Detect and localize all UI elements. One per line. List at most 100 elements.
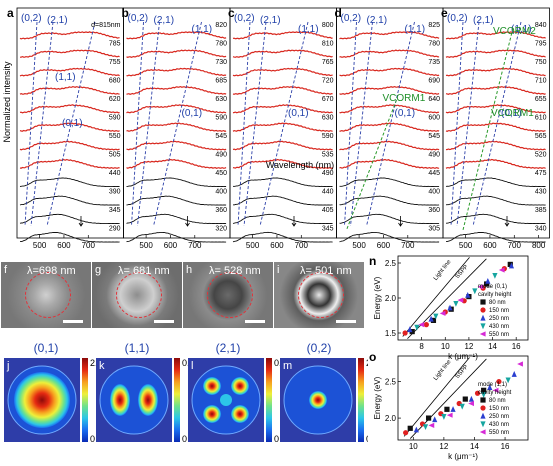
diameter-label: 385: [535, 207, 547, 214]
legend-title: mode (0,1): [478, 284, 507, 290]
field-lobe: [231, 405, 249, 423]
spectrum-trace: [126, 31, 227, 40]
colorbar: [174, 358, 180, 442]
x-tick-label: 700: [508, 241, 522, 250]
vcorm1-label-d: VCORM1: [383, 93, 426, 104]
spectrum-trace: [232, 231, 333, 243]
spectrum-trace: [232, 140, 333, 151]
diameter-label: 720: [322, 78, 334, 85]
field-lobe: [138, 384, 158, 416]
simulation-map-j: [4, 358, 88, 442]
x-axis-label: k (μm⁻¹): [448, 452, 478, 461]
field-lobe: [203, 405, 221, 423]
diameter-label: 490: [322, 170, 334, 177]
guide-line-02: [344, 21, 357, 227]
legend-subtitle: cavity height: [478, 390, 512, 396]
mode-label-01: (0,1): [501, 108, 522, 119]
arrow-marker: [504, 216, 510, 227]
spectrum-trace: [232, 177, 333, 188]
data-point: [446, 412, 453, 418]
data-point: [485, 278, 491, 284]
diameter-label: 680: [109, 78, 121, 85]
spectrum-trace: [232, 31, 333, 40]
data-point: [480, 299, 486, 305]
image-mode-label: (0,1): [33, 341, 59, 355]
x-tick-label: 16: [501, 442, 510, 451]
diameter-label: 610: [535, 115, 547, 122]
mode-label-01: (0,1): [395, 108, 416, 119]
data-point: [428, 422, 435, 428]
diameter-label: 445: [428, 170, 440, 177]
diameter-label: 400: [215, 189, 227, 196]
diameter-label: 640: [428, 96, 440, 103]
x-tick-label: 700: [295, 241, 309, 250]
data-point: [480, 314, 486, 321]
simulation-map-l: [188, 358, 272, 442]
spectrum-trace: [445, 31, 546, 40]
diameter-label: 440: [322, 189, 334, 196]
panel-letter-o: o: [369, 350, 377, 364]
diameter-label: 780: [428, 41, 440, 48]
y-tick-label: 2.0: [385, 294, 397, 303]
spectrum-trace: [126, 213, 227, 225]
diameter-label: 290: [109, 226, 121, 233]
simulation-map-k: [96, 358, 180, 442]
guide-line-21: [456, 21, 480, 227]
arrow-marker: [291, 216, 297, 227]
spectra-panel-b: [123, 7, 231, 243]
data-point: [498, 267, 505, 273]
diameter-label: 630: [215, 96, 227, 103]
light-line-label: Light line: [433, 259, 453, 282]
mode-label-21: (2,1): [367, 15, 388, 26]
data-point: [480, 307, 486, 313]
spectra-xlabel: Wavelength (nm): [265, 160, 335, 170]
data-point: [441, 414, 447, 420]
guide-line-11: [472, 21, 522, 227]
diameter-label: 750: [535, 59, 547, 66]
data-point: [433, 313, 439, 320]
panel-letter-j: j: [6, 360, 9, 372]
data-point: [422, 424, 429, 431]
spectrum-trace: [19, 158, 120, 169]
legend-entry: 80 nm: [489, 300, 506, 306]
diameter-label: 345: [322, 226, 334, 233]
colorbar-min: 0: [274, 434, 279, 444]
data-point: [453, 301, 459, 307]
spectrum-trace: [232, 104, 333, 114]
diameter-label: 620: [109, 96, 121, 103]
diameter-label: 710: [535, 78, 547, 85]
panel-letter-i: i: [277, 264, 280, 276]
y-tick-label: 1.5: [385, 329, 397, 338]
x-tick-label: 600: [377, 241, 391, 250]
scale-bar: [245, 320, 265, 323]
data-point: [487, 384, 493, 391]
diameter-label: 820: [215, 22, 227, 29]
spectra-row: a 500 600 700 d=815nm 785 755 680 620 590 550 505 44…: [7, 6, 550, 250]
field-lobe: [14, 372, 70, 428]
spectrum-trace: [339, 49, 440, 58]
simulation-row: 2.80j0.090k0.30l2.50m: [4, 358, 368, 444]
spectrum-trace: [126, 49, 227, 58]
diameter-label: 630: [322, 115, 334, 122]
mode-label-21: (2,1): [154, 15, 175, 26]
diameter-label: 390: [109, 189, 121, 196]
data-point: [414, 324, 420, 331]
diameter-label: 430: [535, 189, 547, 196]
spectrum-trace: [339, 158, 440, 169]
diameter-label: 550: [109, 133, 121, 140]
spectrum-trace: [445, 195, 546, 206]
data-point: [439, 310, 446, 316]
diameter-label: 785: [109, 41, 121, 48]
diameter-label: 655: [535, 96, 547, 103]
vcorm2-label-e: VCORM2: [493, 26, 536, 37]
data-point: [492, 273, 498, 279]
diameter-label: 535: [322, 152, 334, 159]
spectrum-trace: [339, 85, 440, 95]
data-point: [423, 322, 429, 328]
diameter-label: 800: [322, 22, 334, 29]
panel-letter-h: h: [186, 264, 193, 276]
spectrum-trace: [339, 122, 440, 132]
diameter-label: 490: [215, 152, 227, 159]
x-tick-label: 14: [488, 342, 497, 351]
spectrum-trace: [126, 140, 227, 151]
